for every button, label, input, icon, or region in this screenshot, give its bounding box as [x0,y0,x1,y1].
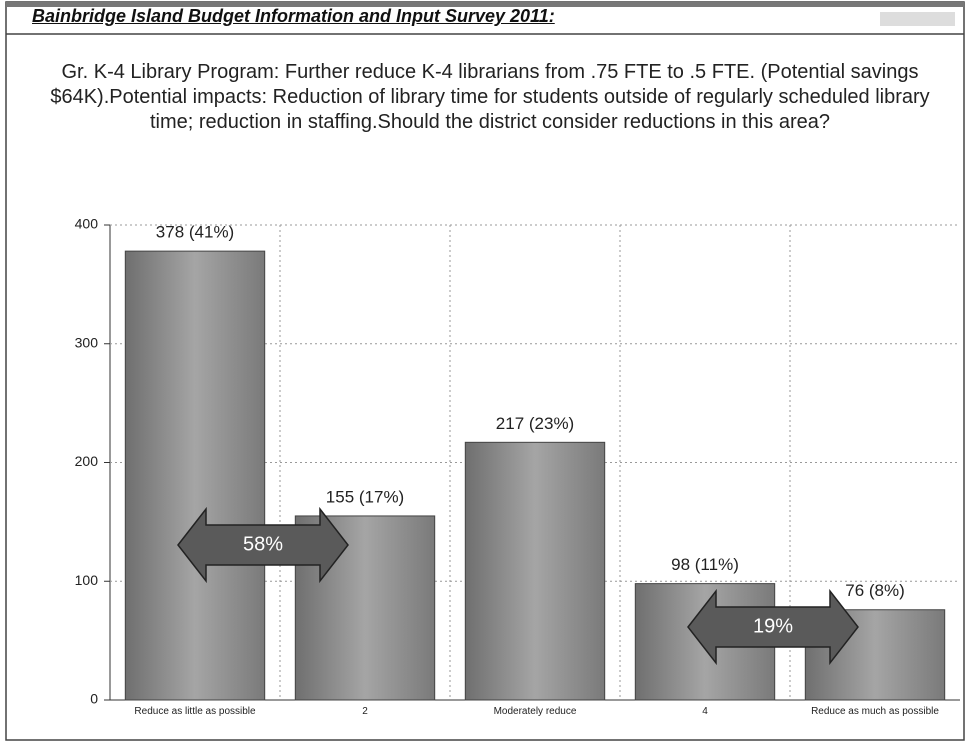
x-tick-label: 4 [702,706,708,717]
arrow [687,588,859,666]
bar [124,250,266,701]
chart-title: Gr. K-4 Library Program: Further reduce … [50,61,930,133]
logo [880,12,955,26]
x-tick-label: 2 [362,706,368,717]
y-tick-label: 0 [90,691,98,707]
top-bar [6,2,964,7]
annotation: 19% [753,615,793,637]
value-label: 378 (41%) [156,223,234,242]
value-label: 76 (8%) [845,581,905,600]
y-tick-label: 200 [75,453,99,469]
y-tick-label: 300 [75,334,99,350]
value-label: 155 (17%) [326,487,404,506]
y-tick-label: 400 [75,216,99,232]
annotation: 58% [243,533,283,555]
header: Bainbridge Island Budget Information and… [32,6,555,26]
x-tick-label: Reduce as little as possible [134,706,256,717]
bar [464,441,606,701]
value-label: 217 (23%) [496,414,574,433]
value-label: 98 (11%) [671,555,739,574]
y-tick-label: 100 [75,572,99,588]
arrow [177,506,349,584]
x-tick-label: Moderately reduce [493,706,577,717]
x-tick-label: Reduce as much as possible [811,706,939,717]
